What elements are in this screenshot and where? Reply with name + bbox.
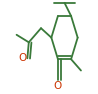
Text: O: O bbox=[54, 81, 62, 91]
Text: O: O bbox=[18, 53, 26, 63]
